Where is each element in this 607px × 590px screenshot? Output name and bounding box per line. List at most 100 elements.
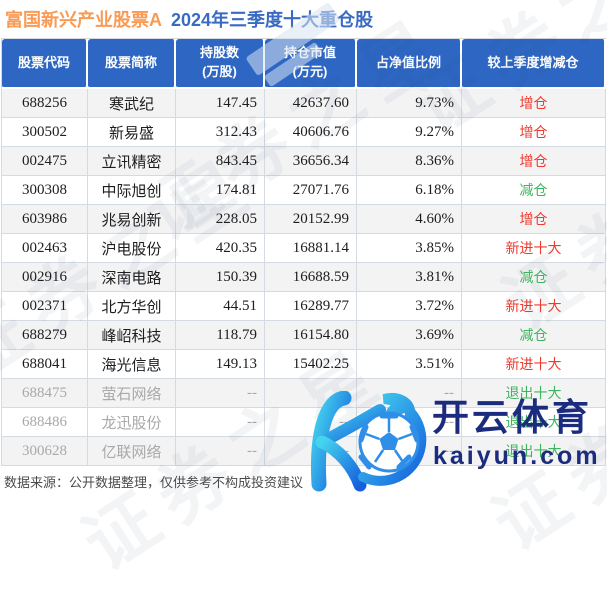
table-header-row: 股票代码 股票简称 持股数 (万股) 持仓市值 (万元) 占净值比例 较上季度增减仓 xyxy=(2,39,606,89)
shares-held: 174.81 xyxy=(176,176,265,205)
header-quarter-change: 较上季度增减仓 xyxy=(462,39,606,89)
position-change: 减仓 xyxy=(519,269,548,285)
position-change-cell: 新进十大 xyxy=(462,292,606,321)
net-value-ratio: 3.69% xyxy=(357,321,462,350)
stock-code: 688486 xyxy=(2,408,88,437)
net-value-ratio: 3.85% xyxy=(357,234,462,263)
stock-name: 萤石网络 xyxy=(88,379,176,408)
stock-code: 688475 xyxy=(2,379,88,408)
stock-name: 北方华创 xyxy=(88,292,176,321)
shares-held: 843.45 xyxy=(176,147,265,176)
stock-code: 688256 xyxy=(2,89,88,118)
position-change: 减仓 xyxy=(519,327,548,343)
stock-code: 688279 xyxy=(2,321,88,350)
stock-name: 新易盛 xyxy=(88,118,176,147)
position-change: 退出十大 xyxy=(505,385,562,401)
data-source-note: 数据来源：公开数据整理，仅供参考不构成投资建议 xyxy=(4,475,304,490)
market-value: 20152.99 xyxy=(265,205,357,234)
stock-name: 龙迅股份 xyxy=(88,408,176,437)
stock-name: 中际旭创 xyxy=(88,176,176,205)
stock-name: 沪电股份 xyxy=(88,234,176,263)
net-value-ratio: 3.81% xyxy=(357,263,462,292)
market-value: 15402.25 xyxy=(265,350,357,379)
stock-name: 兆易创新 xyxy=(88,205,176,234)
position-change-cell: 退出十大 xyxy=(462,408,606,437)
position-change-cell: 减仓 xyxy=(462,321,606,350)
table-row: 603986 兆易创新 228.05 20152.99 4.60% 增仓 xyxy=(2,205,606,234)
shares-held: -- xyxy=(176,437,265,466)
report-period: 2024年三季度十大重仓股 xyxy=(171,10,374,30)
net-value-ratio: -- xyxy=(357,408,462,437)
market-value: 27071.76 xyxy=(265,176,357,205)
table-row: 300628 亿联网络 -- -- -- 退出十大 xyxy=(2,437,606,466)
stock-code: 300502 xyxy=(2,118,88,147)
header-net-value-ratio: 占净值比例 xyxy=(357,39,462,89)
stock-code: 603986 xyxy=(2,205,88,234)
shares-held: 147.45 xyxy=(176,89,265,118)
position-change: 退出十大 xyxy=(505,443,562,459)
stock-name: 深南电路 xyxy=(88,263,176,292)
shares-held: -- xyxy=(176,379,265,408)
table-row: 688256 寒武纪 147.45 42637.60 9.73% 增仓 xyxy=(2,89,606,118)
stock-code: 688041 xyxy=(2,350,88,379)
position-change-cell: 增仓 xyxy=(462,147,606,176)
shares-held: 150.39 xyxy=(176,263,265,292)
net-value-ratio: 6.18% xyxy=(357,176,462,205)
position-change: 减仓 xyxy=(519,182,548,198)
shares-held: 118.79 xyxy=(176,321,265,350)
position-change: 增仓 xyxy=(519,153,548,169)
stock-code: 300308 xyxy=(2,176,88,205)
stock-code: 002371 xyxy=(2,292,88,321)
position-change-cell: 新进十大 xyxy=(462,234,606,263)
position-change: 退出十大 xyxy=(505,414,562,430)
shares-held: 228.05 xyxy=(176,205,265,234)
market-value: 16881.14 xyxy=(265,234,357,263)
net-value-ratio: 8.36% xyxy=(357,147,462,176)
position-change: 增仓 xyxy=(519,211,548,227)
stock-code: 002475 xyxy=(2,147,88,176)
header-stock-name: 股票简称 xyxy=(88,39,176,89)
market-value: -- xyxy=(265,408,357,437)
market-value: 16154.80 xyxy=(265,321,357,350)
position-change-cell: 退出十大 xyxy=(462,379,606,408)
position-change-cell: 退出十大 xyxy=(462,437,606,466)
table-row: 002916 深南电路 150.39 16688.59 3.81% 减仓 xyxy=(2,263,606,292)
market-value: -- xyxy=(265,379,357,408)
market-value: 42637.60 xyxy=(265,89,357,118)
position-change-cell: 增仓 xyxy=(462,89,606,118)
position-change: 新进十大 xyxy=(505,298,562,314)
stock-name: 海光信息 xyxy=(88,350,176,379)
position-change: 新进十大 xyxy=(505,240,562,256)
header-market-value: 持仓市值 (万元) xyxy=(265,39,357,89)
net-value-ratio: 4.60% xyxy=(357,205,462,234)
market-value: 16289.77 xyxy=(265,292,357,321)
table-row: 688041 海光信息 149.13 15402.25 3.51% 新进十大 xyxy=(2,350,606,379)
stock-code: 002916 xyxy=(2,263,88,292)
page-title: 富国新兴产业股票A 2024年三季度十大重仓股 xyxy=(5,6,373,32)
shares-held: 312.43 xyxy=(176,118,265,147)
shares-held: 149.13 xyxy=(176,350,265,379)
shares-held: 44.51 xyxy=(176,292,265,321)
market-value: 36656.34 xyxy=(265,147,357,176)
net-value-ratio: -- xyxy=(357,379,462,408)
table-row: 688279 峰岹科技 118.79 16154.80 3.69% 减仓 xyxy=(2,321,606,350)
position-change-cell: 新进十大 xyxy=(462,350,606,379)
stock-code: 300628 xyxy=(2,437,88,466)
market-value: 16688.59 xyxy=(265,263,357,292)
fund-name: 富国新兴产业股票A xyxy=(5,10,162,30)
position-change-cell: 减仓 xyxy=(462,263,606,292)
position-change-cell: 增仓 xyxy=(462,118,606,147)
position-change: 增仓 xyxy=(519,95,548,111)
market-value: 40606.76 xyxy=(265,118,357,147)
table-row: 002475 立讯精密 843.45 36656.34 8.36% 增仓 xyxy=(2,147,606,176)
table-row: 688486 龙迅股份 -- -- -- 退出十大 xyxy=(2,408,606,437)
header-shares: 持股数 (万股) xyxy=(176,39,265,89)
position-change: 增仓 xyxy=(519,124,548,140)
stock-code: 002463 xyxy=(2,234,88,263)
table-row: 002463 沪电股份 420.35 16881.14 3.85% 新进十大 xyxy=(2,234,606,263)
shares-held: 420.35 xyxy=(176,234,265,263)
table-row: 300308 中际旭创 174.81 27071.76 6.18% 减仓 xyxy=(2,176,606,205)
stock-name: 寒武纪 xyxy=(88,89,176,118)
position-change: 新进十大 xyxy=(505,356,562,372)
holdings-table: 股票代码 股票简称 持股数 (万股) 持仓市值 (万元) 占净值比例 较上季度增减仓… xyxy=(1,38,606,466)
